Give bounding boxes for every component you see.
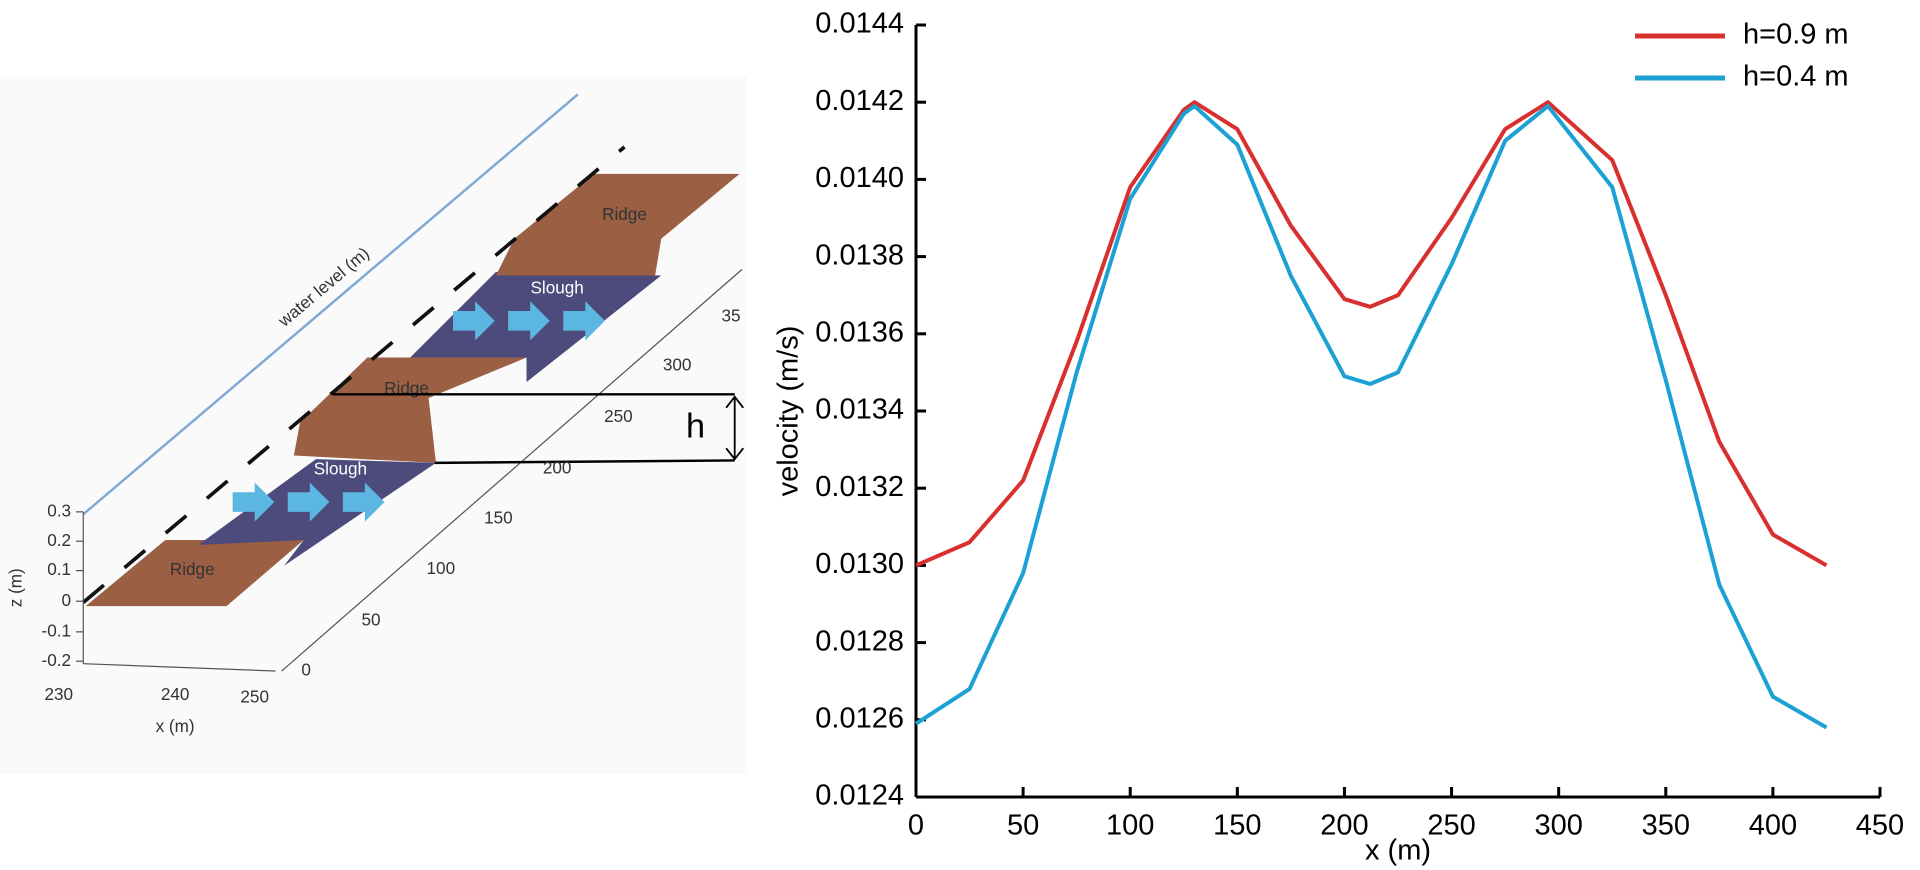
x-tick-label: 0 (908, 810, 924, 842)
ridge-label: Ridge (602, 204, 647, 224)
z-tick-label: -0.2 (42, 650, 72, 670)
x-tick-label: 300 (1534, 810, 1582, 842)
slough-label: Slough (530, 278, 583, 298)
ridge (85, 540, 304, 607)
flow-arrow (287, 482, 330, 522)
x-tick-label: 350 (1642, 810, 1690, 842)
ridge (293, 357, 527, 463)
water-level-line (82, 93, 579, 516)
flow-arrow (508, 301, 550, 341)
dashed-edge (82, 145, 626, 604)
x-axis-label: x (m) (156, 716, 195, 736)
y-tick-label: 35 (721, 306, 740, 326)
legend-label: h=0.9 m (1743, 19, 1849, 51)
y-tick-label: 250 (604, 406, 633, 426)
h-label: h (686, 408, 705, 446)
x-tick-label: 400 (1749, 810, 1797, 842)
y-axis-line (281, 268, 743, 672)
y-tick-label: 300 (663, 355, 692, 375)
x-tick-label: 450 (1856, 810, 1904, 842)
legend-label: h=0.4 m (1743, 61, 1849, 93)
x-tick-label: 200 (1320, 810, 1368, 842)
z-tick-label: 0 (61, 590, 71, 610)
series-line (914, 104, 1828, 730)
y-tick-label: 100 (427, 558, 456, 578)
h-arrow (725, 395, 744, 461)
y-tick-label: 200 (543, 458, 572, 478)
x-tick-label: 250 (1427, 810, 1475, 842)
z-tick-label: 0.3 (47, 500, 71, 520)
flow-arrow (563, 301, 605, 341)
y-tick-label: 150 (484, 508, 513, 528)
y-tick-label: 50 (361, 609, 380, 629)
y-tick-label: 0.0138 (815, 239, 904, 271)
x-tick-label: 100 (1106, 810, 1154, 842)
x-tick-label: 50 (1007, 810, 1039, 842)
flow-arrow (232, 482, 275, 522)
x-tick-label: 240 (161, 684, 190, 704)
x-axis-line (83, 663, 276, 672)
z-tick-label: 0.2 (47, 530, 71, 550)
flow-arrow (453, 301, 495, 341)
h-line (434, 459, 735, 465)
ridge-label: Ridge (384, 378, 429, 398)
y-tick-label: 0.0136 (815, 316, 904, 348)
x-tick-label: 230 (44, 684, 73, 704)
ridge-label: Ridge (170, 559, 215, 579)
ridge (495, 173, 740, 276)
y-tick-label: 0.0144 (815, 8, 904, 40)
y-tick-label: 0.0128 (815, 625, 904, 657)
y-tick-label: 0 (301, 660, 311, 680)
z-axis-label: z (m) (6, 568, 26, 607)
x-tick-label: 250 (240, 686, 269, 706)
y-tick-label: 0.0124 (815, 780, 904, 812)
y-tick-label: 0.0140 (815, 162, 904, 194)
x-tick-label: 150 (1213, 810, 1261, 842)
x-axis-title: x (m) (1365, 835, 1431, 867)
y-tick-label: 0.0134 (815, 394, 904, 426)
y-tick-label: 0.0142 (815, 85, 904, 117)
flow-arrow (342, 482, 385, 522)
y-tick-label: 0.0132 (815, 471, 904, 503)
flow-arrows (232, 301, 605, 522)
z-tick-label: -0.1 (42, 620, 72, 640)
slough-label: Slough (314, 459, 367, 479)
y-axis-title: velocity (m/s) (773, 326, 805, 497)
ridge-slough-diagram: water level (m) Ridge Ridge Ridge Slough… (0, 75, 747, 774)
z-tick-label: 0.1 (47, 559, 71, 579)
y-tick-label: 0.0126 (815, 702, 904, 734)
velocity-chart: velocity (m/s) x (m) 0.0124 0.0126 0.0128 0… (773, 8, 1905, 867)
series-line (915, 100, 1828, 568)
y-tick-label: 0.0130 (815, 548, 904, 580)
